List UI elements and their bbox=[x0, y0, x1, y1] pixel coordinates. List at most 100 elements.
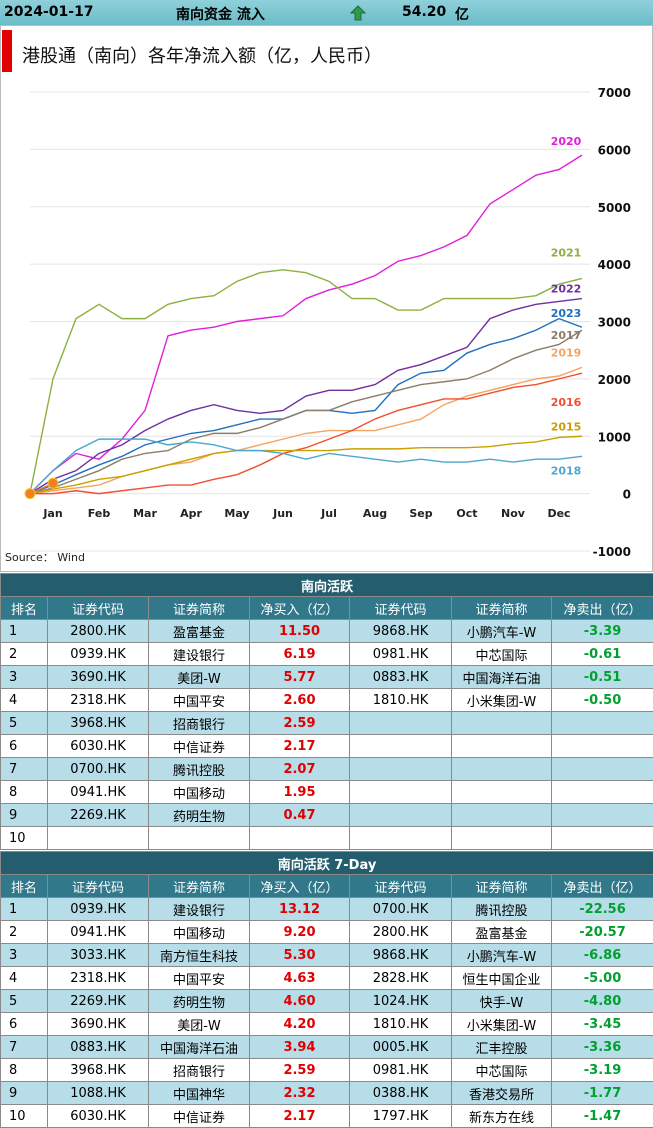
y-tick-label: 7000 bbox=[598, 86, 631, 100]
cell bbox=[47, 826, 149, 850]
y-tick-label: 4000 bbox=[598, 258, 631, 272]
series-label: 2017 bbox=[551, 329, 582, 342]
cell: 3690.HK bbox=[47, 665, 149, 689]
cell: 5 bbox=[0, 711, 48, 735]
cell: 中国移动 bbox=[148, 780, 250, 804]
series-marker bbox=[47, 477, 59, 489]
cell bbox=[451, 734, 552, 758]
column-title: 排名 bbox=[0, 596, 48, 620]
cell: 1.95 bbox=[249, 780, 350, 804]
cell: 6030.HK bbox=[47, 734, 149, 758]
cell: 2.32 bbox=[249, 1081, 350, 1105]
table-row: 1 2800.HK 盈富基金 11.50 9868.HK 小鹏汽车-W -3.39 bbox=[0, 619, 653, 643]
cell: 3 bbox=[0, 665, 48, 689]
cell bbox=[550, 780, 653, 804]
cell: 7 bbox=[0, 1035, 48, 1059]
cell bbox=[349, 711, 452, 735]
cell: 中国海洋石油 bbox=[451, 665, 552, 689]
table-row: 8 0941.HK 中国移动 1.95 bbox=[0, 780, 653, 804]
series-label: 2020 bbox=[551, 135, 582, 148]
series-label: 2021 bbox=[551, 246, 582, 259]
y-tick-label: 1000 bbox=[598, 430, 631, 444]
cell: 3968.HK bbox=[47, 711, 149, 735]
cell: 建设银行 bbox=[148, 897, 250, 921]
table-row: 9 2269.HK 药明生物 0.47 bbox=[0, 803, 653, 827]
series-line bbox=[29, 269, 583, 494]
cell: 中国神华 bbox=[148, 1081, 250, 1105]
x-tick-label: Mar bbox=[133, 507, 157, 520]
cell: 6 bbox=[0, 1012, 48, 1036]
cell bbox=[349, 757, 452, 781]
cell: 9 bbox=[0, 1081, 48, 1105]
cell: 2800.HK bbox=[349, 920, 452, 944]
y-tick-label: 6000 bbox=[598, 143, 631, 157]
cell: 8 bbox=[0, 780, 48, 804]
cell bbox=[451, 757, 552, 781]
column-title: 净买入（亿） bbox=[249, 874, 350, 898]
cell: -3.36 bbox=[550, 1035, 653, 1059]
cell: 11.50 bbox=[249, 619, 350, 643]
cell: 建设银行 bbox=[148, 642, 250, 666]
cell: 1810.HK bbox=[349, 1012, 452, 1036]
flow-label: 南向资金 流入 bbox=[176, 7, 265, 23]
cell bbox=[451, 711, 552, 735]
cell: 0981.HK bbox=[349, 642, 452, 666]
column-title: 证券简称 bbox=[451, 874, 552, 898]
table-row: 5 2269.HK 药明生物 4.60 1024.HK 快手-W -4.80 bbox=[0, 989, 653, 1013]
cell: 香港交易所 bbox=[451, 1081, 552, 1105]
cell: 0005.HK bbox=[349, 1035, 452, 1059]
x-tick-label: May bbox=[224, 507, 249, 520]
table-row: 4 2318.HK 中国平安 4.63 2828.HK 恒生中国企业 -5.00 bbox=[0, 966, 653, 990]
title-marker bbox=[2, 30, 12, 72]
cell: -0.50 bbox=[550, 688, 653, 712]
cell bbox=[349, 780, 452, 804]
cell: 2800.HK bbox=[47, 619, 149, 643]
section-title: 南向活跃 7-Day bbox=[0, 851, 653, 875]
table-daily: 南向活跃 排名 证券代码 证券简称 净买入（亿） 证券代码 证券简称 净卖出（亿） 1 2800.… bbox=[0, 573, 653, 850]
column-header: 排名 证券代码 证券简称 净买入（亿） 证券代码 证券简称 净卖出（亿） bbox=[0, 596, 653, 620]
cell: 6 bbox=[0, 734, 48, 758]
cell bbox=[550, 826, 653, 850]
cell: -4.80 bbox=[550, 989, 653, 1013]
cell bbox=[349, 826, 452, 850]
cell bbox=[148, 826, 250, 850]
cell: 10 bbox=[0, 1104, 48, 1128]
cell: -3.45 bbox=[550, 1012, 653, 1036]
cell: 快手-W bbox=[451, 989, 552, 1013]
cell: 4 bbox=[0, 966, 48, 990]
flow-unit: 亿 bbox=[455, 7, 469, 23]
cell: 南方恒生科技 bbox=[148, 943, 250, 967]
cell: 药明生物 bbox=[148, 803, 250, 827]
cell: 8 bbox=[0, 1058, 48, 1082]
cell: 0981.HK bbox=[349, 1058, 452, 1082]
series-label: 2015 bbox=[551, 420, 582, 433]
cell: 5 bbox=[0, 989, 48, 1013]
table-row: 4 2318.HK 中国平安 2.60 1810.HK 小米集团-W -0.50 bbox=[0, 688, 653, 712]
cell: 0883.HK bbox=[47, 1035, 149, 1059]
table-row: 5 3968.HK 招商银行 2.59 bbox=[0, 711, 653, 735]
cell: -1.47 bbox=[550, 1104, 653, 1128]
cell: -0.61 bbox=[550, 642, 653, 666]
x-tick-label: Aug bbox=[363, 507, 387, 520]
table-row: 10 bbox=[0, 826, 653, 850]
cell: 3690.HK bbox=[47, 1012, 149, 1036]
cell: 10 bbox=[0, 826, 48, 850]
table-row: 3 3690.HK 美团-W 5.77 0883.HK 中国海洋石油 -0.51 bbox=[0, 665, 653, 689]
cell: 中信证券 bbox=[148, 734, 250, 758]
column-header: 排名 证券代码 证券简称 净买入（亿） 证券代码 证券简称 净卖出（亿） bbox=[0, 874, 653, 898]
summary-bar: 2024-01-17 南向资金 流入 54.20 亿 bbox=[0, 0, 653, 25]
cell: 5.77 bbox=[249, 665, 350, 689]
cell: 9868.HK bbox=[349, 619, 452, 643]
cell: 0939.HK bbox=[47, 642, 149, 666]
date: 2024-01-17 bbox=[4, 4, 94, 20]
cell: -3.19 bbox=[550, 1058, 653, 1082]
cell: 4.60 bbox=[249, 989, 350, 1013]
flow-value: 54.20 bbox=[402, 4, 447, 20]
cell bbox=[349, 803, 452, 827]
cell: 13.12 bbox=[249, 897, 350, 921]
column-title: 净卖出（亿） bbox=[550, 874, 653, 898]
cell: 招商银行 bbox=[148, 711, 250, 735]
cell: 2 bbox=[0, 920, 48, 944]
cell: 招商银行 bbox=[148, 1058, 250, 1082]
series-line bbox=[29, 438, 583, 495]
